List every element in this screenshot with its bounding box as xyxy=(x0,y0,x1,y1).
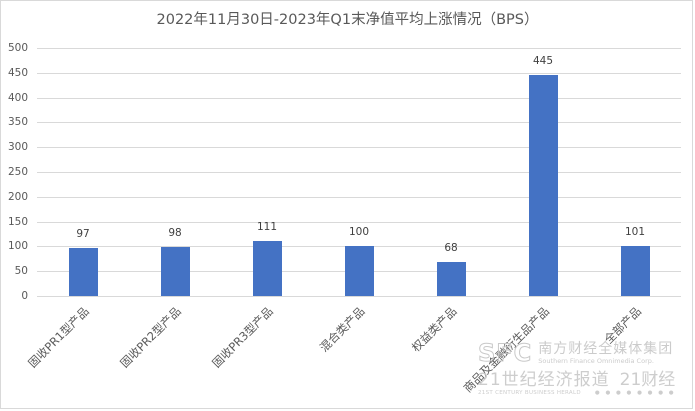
gridline xyxy=(37,296,681,297)
chart-title: 2022年11月30日-2023年Q1末净值平均上涨情况（BPS） xyxy=(156,12,539,28)
bar[interactable] xyxy=(345,246,374,296)
data-label: 97 xyxy=(76,228,90,240)
bar[interactable] xyxy=(437,262,466,296)
gridline xyxy=(37,197,681,198)
y-tick-label: 50 xyxy=(14,265,28,277)
bar[interactable] xyxy=(253,241,282,296)
bar[interactable] xyxy=(621,246,650,296)
data-label: 101 xyxy=(624,226,646,238)
y-tick-label: 300 xyxy=(7,141,28,153)
y-tick-label: 400 xyxy=(7,92,28,104)
data-label: 111 xyxy=(256,221,278,233)
bar[interactable] xyxy=(529,75,558,296)
y-tick-label: 500 xyxy=(7,42,28,54)
gridline xyxy=(37,48,681,49)
data-label: 68 xyxy=(444,242,458,254)
gridline xyxy=(37,73,681,74)
data-label: 445 xyxy=(532,55,554,67)
y-tick-label: 200 xyxy=(7,191,28,203)
gridline xyxy=(37,122,681,123)
gridline xyxy=(37,172,681,173)
gridline xyxy=(37,98,681,99)
y-tick-label: 150 xyxy=(7,216,28,228)
y-tick-label: 100 xyxy=(7,240,28,252)
y-tick-label: 0 xyxy=(21,290,28,302)
y-tick-label: 350 xyxy=(7,116,28,128)
data-label: 100 xyxy=(348,226,370,238)
y-tick-label: 250 xyxy=(7,166,28,178)
gridline xyxy=(37,222,681,223)
data-label: 98 xyxy=(168,227,182,239)
bar[interactable] xyxy=(161,247,190,296)
bar[interactable] xyxy=(69,248,98,296)
gridline xyxy=(37,147,681,148)
y-tick-label: 450 xyxy=(7,67,28,79)
